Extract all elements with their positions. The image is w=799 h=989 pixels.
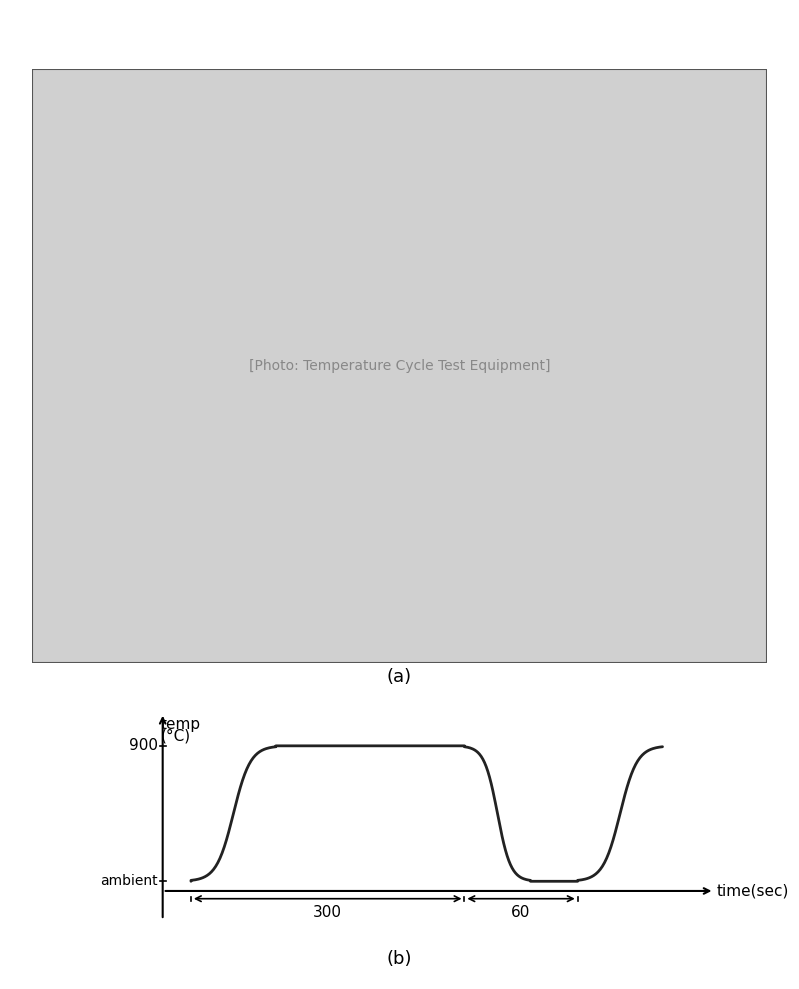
Text: temp: temp bbox=[161, 717, 201, 732]
Text: 60: 60 bbox=[511, 905, 531, 920]
Text: [Photo: Temperature Cycle Test Equipment]: [Photo: Temperature Cycle Test Equipment… bbox=[248, 359, 551, 373]
Text: ambient: ambient bbox=[101, 874, 158, 888]
Text: 900: 900 bbox=[129, 739, 158, 754]
Text: (°C): (°C) bbox=[161, 729, 191, 744]
Text: (b): (b) bbox=[387, 950, 412, 968]
Text: time(sec): time(sec) bbox=[716, 883, 789, 898]
Text: (a): (a) bbox=[387, 669, 412, 686]
Text: 300: 300 bbox=[313, 905, 342, 920]
